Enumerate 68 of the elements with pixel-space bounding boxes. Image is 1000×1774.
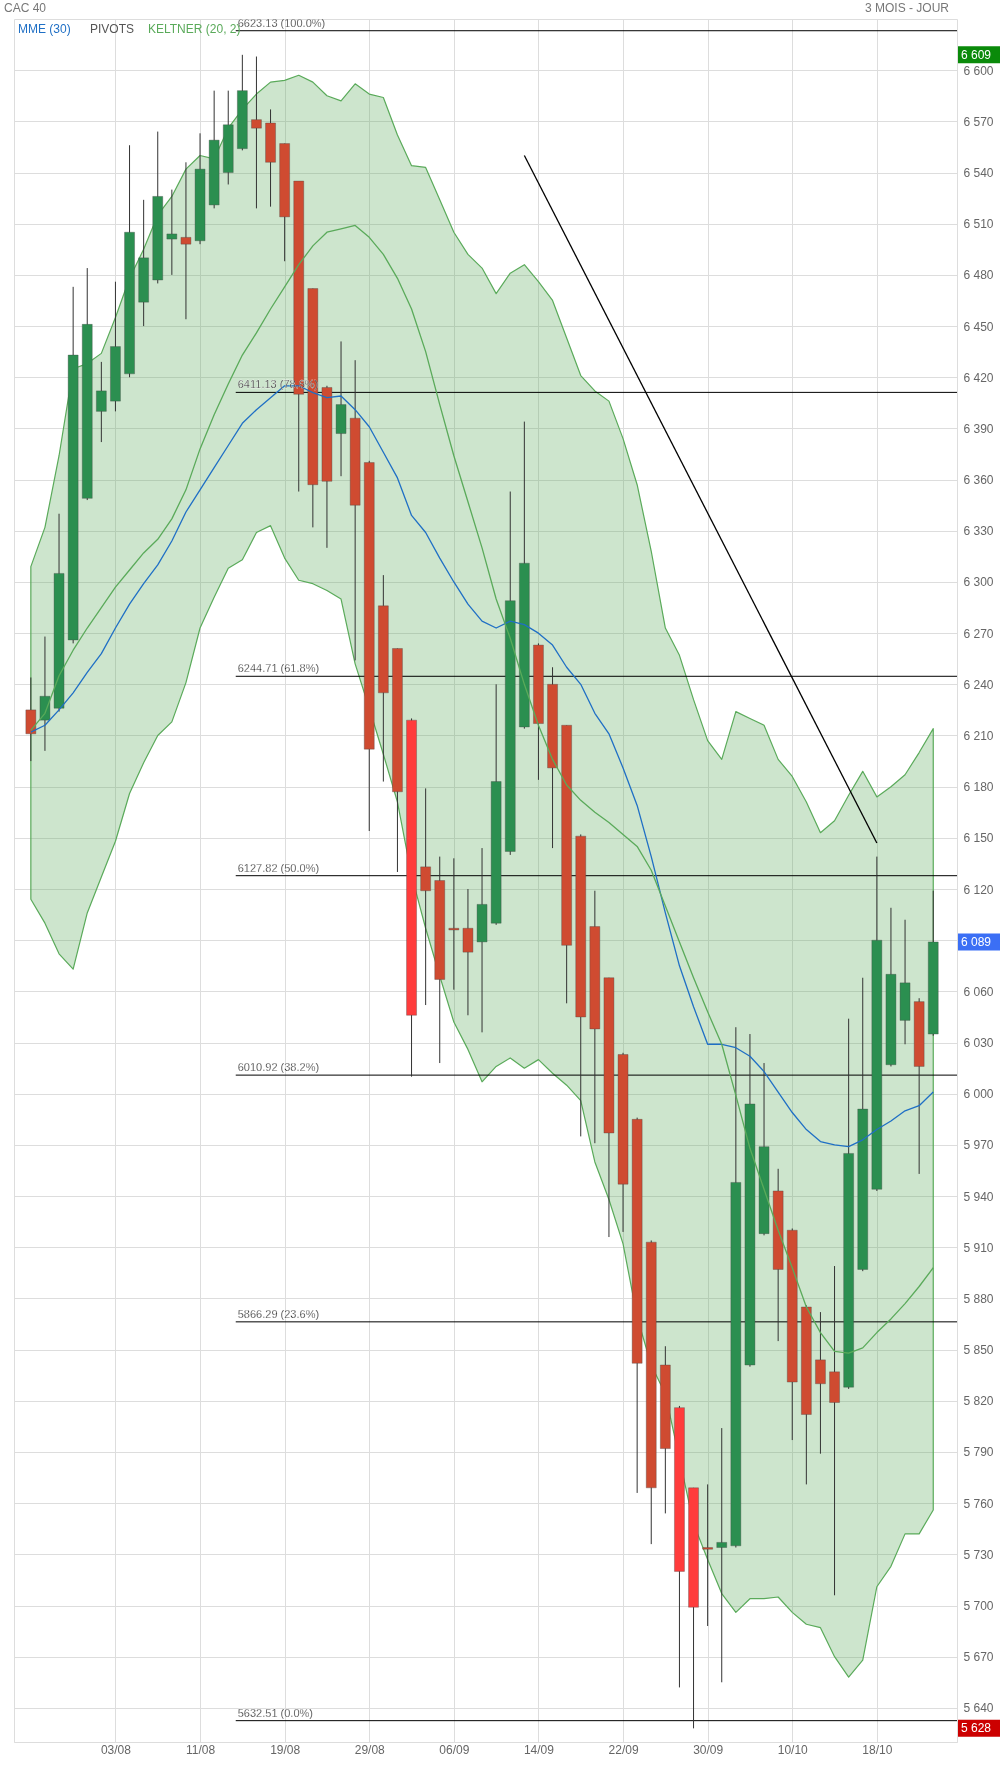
x-tick-label: 22/09 <box>608 1742 639 1757</box>
text: 6 089 <box>961 934 992 949</box>
text: 6 609 <box>961 47 992 62</box>
y-tick-label: 6 120 <box>963 882 994 897</box>
y-tick-label: 6 390 <box>963 421 994 436</box>
x-tick-label: 11/08 <box>185 1742 216 1757</box>
candlestick <box>25 676 37 762</box>
y-tick-label: 5 880 <box>963 1291 994 1306</box>
y-tick-label: 6 000 <box>963 1087 994 1102</box>
y-tick-label: 6 360 <box>963 473 994 488</box>
ref-line-label: 5632.51 (0.0%) <box>237 1706 313 1719</box>
y-tick-label: 6 480 <box>963 268 994 283</box>
y-tick-label: 6 210 <box>963 729 994 743</box>
candlestick <box>166 189 178 276</box>
text: 5 628 <box>961 1721 992 1736</box>
x-tick-label: 06/09 <box>439 1742 470 1757</box>
y-tick-label: 5 670 <box>963 1650 994 1665</box>
candlestick <box>251 56 262 209</box>
candlestick <box>180 161 192 320</box>
ref-line-label: 6244.71 (61.8%) <box>237 662 320 675</box>
candlestick <box>462 888 474 1016</box>
candlestick <box>95 361 107 443</box>
y-tick-label: 6 570 <box>963 114 994 129</box>
candlestick <box>420 787 431 1006</box>
y-tick-label: 5 760 <box>963 1496 994 1511</box>
candlestick <box>815 1311 826 1455</box>
x-tick-label: 03/08 <box>100 1742 132 1757</box>
y-tick-label: 5 820 <box>963 1394 994 1409</box>
y-tick-label: 6 540 <box>963 166 994 181</box>
y-tick-label: 6 450 <box>963 319 994 334</box>
y-tick-label: 6 510 <box>963 217 994 232</box>
chart-subtitle: 3 MOIS - JOUR <box>864 1 950 15</box>
ref-line-label: 6411.13 (78.6%) <box>237 378 319 391</box>
chart-title: CAC 40 <box>4 1 47 15</box>
y-tick-label: 5 700 <box>963 1599 994 1614</box>
y-tick-label: 6 030 <box>963 1036 994 1051</box>
y-tick-label: 5 850 <box>963 1343 994 1358</box>
y-tick-label: 6 330 <box>963 524 994 539</box>
annotation: PIVOTS <box>90 22 135 36</box>
y-tick-label: 5 910 <box>963 1240 994 1255</box>
y-tick-label: 6 270 <box>963 626 994 641</box>
candlestick <box>39 636 51 752</box>
x-tick-label: 18/10 <box>862 1742 893 1757</box>
x-tick-label: 14/09 <box>523 1742 555 1757</box>
ref-line-label: 6010.92 (38.2%) <box>237 1061 320 1074</box>
y-tick-label: 6 060 <box>963 984 994 999</box>
y-tick-label: 6 180 <box>963 780 994 795</box>
y-tick-label: 5 970 <box>963 1138 994 1153</box>
ref-line-label: 5866.29 (23.6%) <box>237 1307 320 1320</box>
candlestick <box>448 857 460 991</box>
y-tick-label: 6 240 <box>963 677 994 692</box>
candlestick <box>702 1483 713 1627</box>
candlestick <box>829 1265 840 1596</box>
ref-line-label: 6127.82 (50.0%) <box>237 861 320 874</box>
x-tick-label: 29/08 <box>354 1742 386 1757</box>
x-tick-label: 30/09 <box>693 1742 724 1757</box>
y-tick-label: 6 150 <box>963 831 994 846</box>
text: MME (30) <box>18 22 71 36</box>
y-tick-label: 5 790 <box>963 1445 994 1460</box>
y-tick-label: 5 640 <box>963 1701 994 1716</box>
candlestick <box>716 1427 728 1683</box>
x-tick-label: 10/10 <box>777 1742 809 1757</box>
y-tick-label: 5 730 <box>963 1547 994 1562</box>
y-tick-label: 6 300 <box>963 575 994 590</box>
y-tick-label: 6 600 <box>963 63 994 78</box>
x-tick-label: 19/08 <box>270 1742 301 1757</box>
y-tick-label: 6 420 <box>963 370 994 385</box>
y-tick-label: 5 940 <box>963 1189 994 1204</box>
